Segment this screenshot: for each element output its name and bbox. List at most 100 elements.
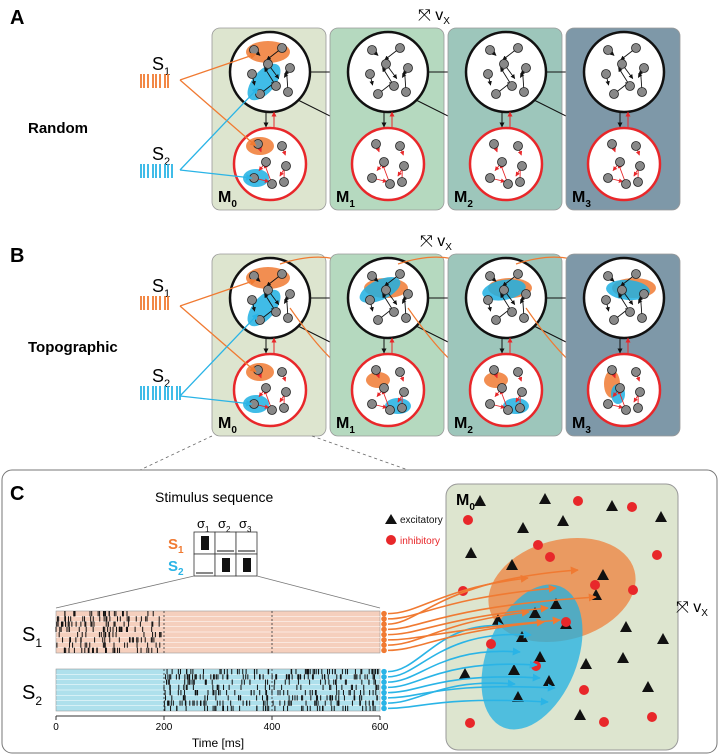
- neuron-node: [609, 315, 619, 325]
- panel-a-label: Random: [28, 120, 88, 137]
- neuron-node: [621, 179, 631, 189]
- neuron-node: [267, 179, 277, 189]
- raster-x-tick-label: 600: [372, 722, 389, 733]
- neuron-node: [367, 45, 377, 55]
- neuron-node: [515, 403, 525, 413]
- neuron-node: [507, 307, 517, 317]
- neuron-node: [281, 387, 291, 397]
- neuron-node: [499, 285, 509, 295]
- s1-projection: [387, 608, 530, 646]
- neuron-node: [285, 289, 295, 299]
- module-label-m0: M0: [218, 189, 237, 210]
- neuron-node: [625, 307, 635, 317]
- neuron-node: [485, 173, 495, 183]
- neuron-node: [285, 63, 295, 73]
- raster-x-tick-label: 200: [156, 722, 173, 733]
- inhibitory-neuron: [652, 550, 662, 560]
- neuron-node: [397, 403, 407, 413]
- module-label-m3: M3: [572, 415, 591, 436]
- excitatory-neuron: [474, 495, 486, 506]
- panel-a: A Random S1 S2 ⤧ vX M0 M1 M2 M3: [10, 7, 681, 211]
- inhibitory-neuron: [561, 617, 571, 627]
- neuron-node: [637, 313, 647, 323]
- neuron-node: [389, 307, 399, 317]
- sequence-row-label: S2: [168, 558, 184, 578]
- module-label-sub: 0: [231, 425, 237, 436]
- panel-b-s1-label: S1: [152, 276, 170, 300]
- excitatory-neuron: [642, 681, 654, 692]
- neuron-node: [403, 289, 413, 299]
- m0-legend: excitatory inhibitory: [385, 514, 443, 547]
- neuron-node: [603, 45, 613, 55]
- neuron-node: [517, 387, 527, 397]
- panel-a-s1-spikes: [140, 74, 169, 88]
- m0-zoom-title: M0: [456, 492, 475, 513]
- sequence-cell-active: [243, 558, 251, 572]
- row-sub: 1: [178, 545, 184, 556]
- neuron-node: [607, 365, 617, 375]
- raster-output-dot: [381, 674, 387, 680]
- excitatory-neuron: [597, 569, 609, 580]
- sigma-main: σ: [197, 516, 205, 531]
- sequence-row-label: S1: [168, 536, 184, 556]
- neuron-node: [497, 383, 507, 393]
- neuron-node: [503, 179, 513, 189]
- neuron-node: [521, 63, 531, 73]
- s1-to-e-arrow: [179, 52, 257, 81]
- raster-output-dot: [381, 621, 387, 627]
- neuron-node: [399, 387, 409, 397]
- raster-x-tick-label: 0: [53, 722, 59, 733]
- neuron-node: [371, 139, 381, 149]
- blue-region: [606, 279, 650, 301]
- raster-output-dot: [381, 610, 387, 617]
- s2-projection: [387, 660, 538, 689]
- excitatory-neuron: [557, 515, 569, 526]
- module-label-sub: 3: [585, 199, 591, 210]
- module-label-sub: 0: [231, 199, 237, 210]
- s2-projection: [387, 621, 506, 673]
- neuron-node: [385, 405, 395, 415]
- excitatory-neuron: [512, 691, 524, 702]
- zoom-line-left: [139, 435, 213, 471]
- raster-band-label: S2: [22, 682, 42, 708]
- neuron-node: [279, 177, 289, 187]
- excitatory-neuron: [465, 547, 477, 558]
- excitatory-neuron: [508, 664, 520, 675]
- neuron-node: [395, 269, 405, 279]
- panel-c-velocity-label: ⤧ vX: [676, 599, 708, 619]
- excitatory-neuron: [550, 598, 562, 609]
- neuron-node: [633, 403, 643, 413]
- neuron-node: [615, 157, 625, 167]
- module-label-main: M: [336, 189, 349, 206]
- neuron-node: [277, 43, 287, 53]
- neuron-node: [395, 367, 405, 377]
- module-label-main: M: [572, 189, 585, 206]
- sigma-sub: 2: [226, 525, 231, 534]
- neuron-node: [249, 45, 259, 55]
- module-label-sub: 1: [349, 199, 355, 210]
- s1-projection: [387, 618, 545, 652]
- neuron-node: [403, 63, 413, 73]
- neuron-node: [631, 269, 641, 279]
- inhibitory-neuron: [599, 717, 609, 727]
- panel-c-letter: C: [10, 483, 24, 505]
- table-zoom-line-left: [55, 575, 195, 609]
- neuron-node: [603, 173, 613, 183]
- inhibitory-neuron: [628, 585, 638, 595]
- neuron-node: [395, 43, 405, 53]
- neuron-node: [247, 295, 257, 305]
- s1-to-i-arrow: [179, 79, 257, 147]
- neuron-node: [513, 269, 523, 279]
- s2-projection: [387, 630, 532, 678]
- neuron-node: [379, 157, 389, 167]
- raster-output-dot: [381, 637, 387, 643]
- s2-to-i-arrow: [179, 395, 253, 407]
- neuron-node: [485, 45, 495, 55]
- panel-b-modules: M0 M1 M2 M3: [179, 253, 681, 437]
- neuron-node: [395, 141, 405, 151]
- panel-b: B Topographic S1 S2 ⤧ vX M0 M1 M2 M3: [10, 233, 681, 437]
- excitatory-neuron: [539, 493, 551, 504]
- raster-output-dot: [381, 647, 387, 654]
